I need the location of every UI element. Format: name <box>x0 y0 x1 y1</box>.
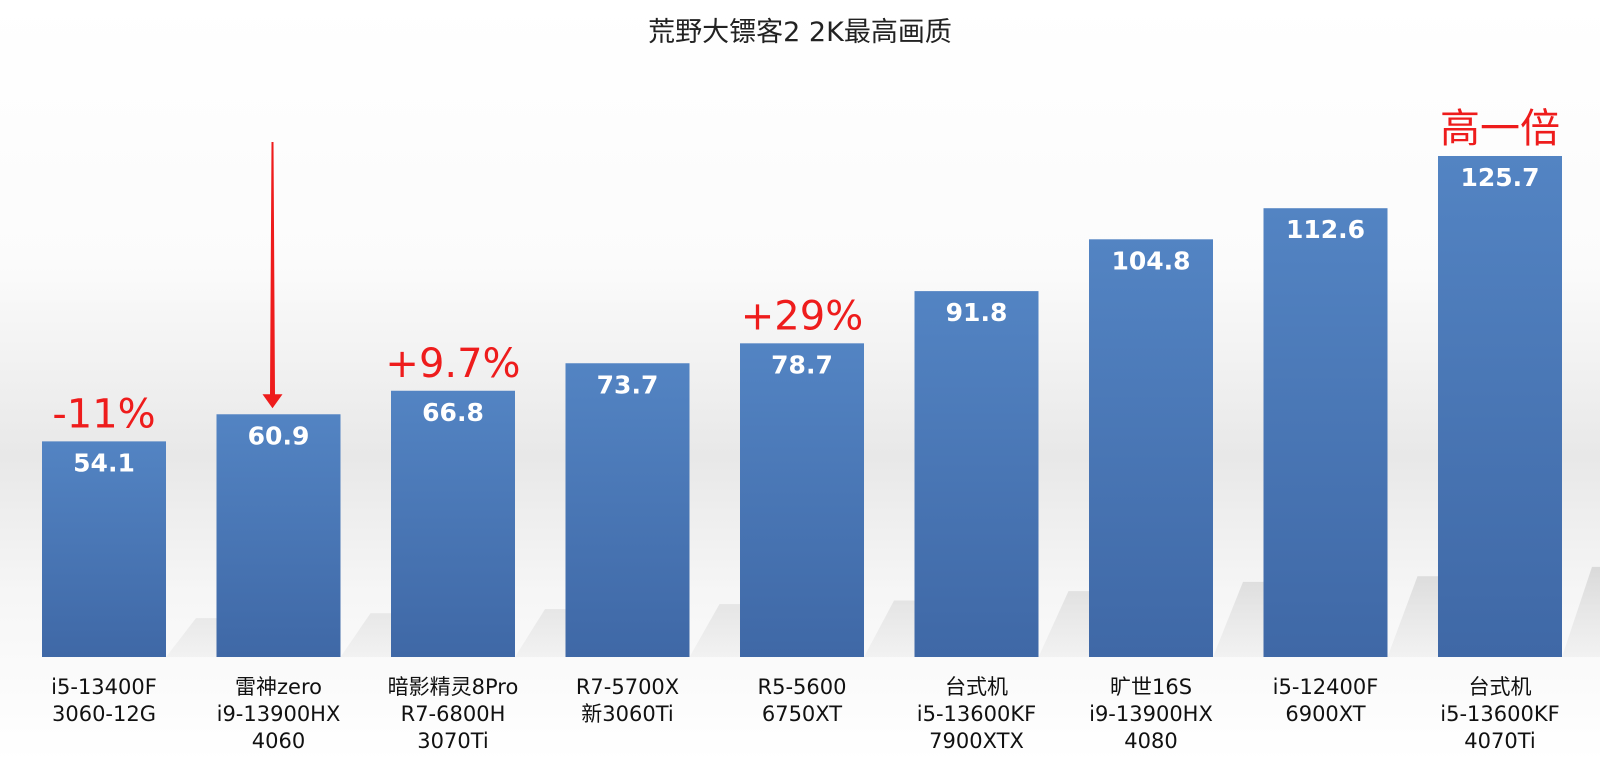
bar <box>1089 239 1213 657</box>
category-label: i5-13600KF <box>917 702 1036 726</box>
category-label: 雷神zero <box>235 675 322 699</box>
value-label: 60.9 <box>248 421 310 450</box>
category-label: i5-12400F <box>1273 675 1379 699</box>
category-label: 6750XT <box>762 702 842 726</box>
category-label: 7900XTX <box>929 729 1024 753</box>
bar <box>42 441 166 657</box>
category-label: 4070Ti <box>1464 729 1535 753</box>
annotation-label: -11% <box>52 391 155 437</box>
category-label: R7-5700X <box>576 675 679 699</box>
value-label: 78.7 <box>771 350 833 379</box>
category-label: 台式机 <box>945 675 1008 699</box>
value-label: 112.6 <box>1286 215 1365 244</box>
value-label: 104.8 <box>1111 246 1190 275</box>
annotation-label: 高一倍 <box>1440 106 1560 152</box>
category-label: 暗影精灵8Pro <box>388 675 519 699</box>
value-label: 91.8 <box>946 298 1008 327</box>
category-label: 6900XT <box>1285 702 1365 726</box>
bar <box>914 291 1039 657</box>
bar <box>565 363 690 657</box>
value-label: 54.1 <box>73 448 135 477</box>
category-label: R7-6800H <box>401 702 506 726</box>
category-label: 4060 <box>252 729 305 753</box>
category-label: i5-13600KF <box>1440 702 1559 726</box>
bar <box>1438 156 1562 657</box>
category-label: i9-13900HX <box>1089 702 1213 726</box>
bar <box>740 343 864 657</box>
chart-title: 荒野大镖客2 2K最高画质 <box>648 17 952 48</box>
value-label: 73.7 <box>597 370 659 399</box>
category-label: 3060-12G <box>52 702 156 726</box>
category-label: 4080 <box>1124 729 1177 753</box>
category-label: 旷世16S <box>1110 675 1192 699</box>
category-label: 3070Ti <box>417 729 488 753</box>
category-label: i9-13900HX <box>217 702 341 726</box>
annotation-label: +9.7% <box>385 341 520 387</box>
category-label: 台式机 <box>1469 675 1532 699</box>
bar <box>391 390 515 657</box>
value-label: 125.7 <box>1460 163 1539 192</box>
bar <box>1263 208 1388 658</box>
category-label: i5-13400F <box>51 675 157 699</box>
bar <box>216 414 341 657</box>
annotation-label: +29% <box>741 293 863 339</box>
category-label: R5-5600 <box>758 675 847 699</box>
highlight-arrow-icon <box>262 142 283 409</box>
value-label: 66.8 <box>422 398 484 427</box>
category-label: 新3060Ti <box>581 702 673 726</box>
